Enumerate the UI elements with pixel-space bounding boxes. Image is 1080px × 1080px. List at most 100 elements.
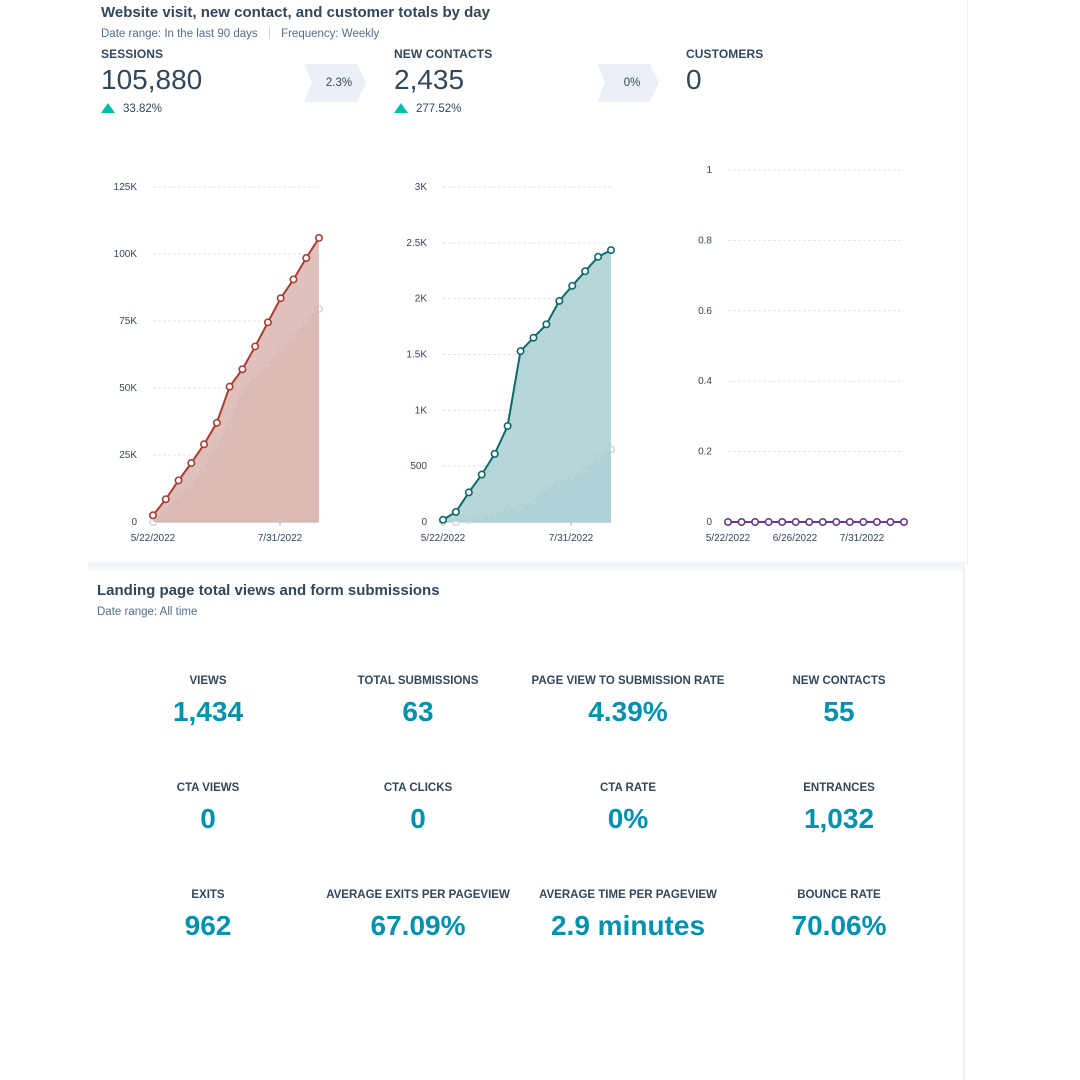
data-point[interactable] bbox=[859, 517, 868, 526]
x-tick-label: 5/22/2022 bbox=[706, 533, 751, 544]
data-point[interactable] bbox=[832, 517, 841, 526]
stat-label: PAGE VIEW TO SUBMISSION RATE bbox=[531, 675, 725, 687]
card-divider bbox=[88, 562, 965, 568]
y-tick-label: 2K bbox=[415, 294, 428, 305]
data-point[interactable] bbox=[751, 517, 760, 526]
date-range-label: Date range: bbox=[97, 606, 158, 618]
stat-total-submissions: TOTAL SUBMISSIONS 63 bbox=[313, 675, 523, 728]
data-point[interactable] bbox=[225, 382, 234, 391]
customers-chart[interactable]: 0 0.2 0.4 0.6 0.8 1 5/22/2022 6/26/2022 7/31/202… bbox=[670, 160, 930, 550]
data-point[interactable] bbox=[723, 517, 732, 526]
data-point[interactable] bbox=[174, 476, 183, 485]
stat-cta-rate: CTA RATE 0% bbox=[523, 782, 733, 835]
data-point[interactable] bbox=[594, 252, 603, 261]
data-point[interactable] bbox=[302, 254, 311, 263]
kpi-new-contacts-value: 2,435 bbox=[394, 64, 465, 95]
data-point[interactable] bbox=[818, 517, 827, 526]
data-point[interactable] bbox=[263, 318, 272, 327]
stat-average-time-per-pageview: AVERAGE TIME PER PAGEVIEW 2.9 minutes bbox=[523, 889, 733, 942]
data-point[interactable] bbox=[607, 246, 616, 255]
data-point[interactable] bbox=[886, 517, 895, 526]
stat-value: 0% bbox=[607, 803, 649, 834]
data-point[interactable] bbox=[438, 515, 447, 524]
data-point[interactable] bbox=[200, 440, 209, 449]
increase-arrow-icon bbox=[101, 103, 115, 113]
report-filters: Date range: In the last 90 days Frequenc… bbox=[101, 27, 379, 40]
data-point[interactable] bbox=[238, 365, 247, 374]
stat-label: VIEWS bbox=[189, 675, 227, 687]
stat-entrances: ENTRANCES 1,032 bbox=[734, 782, 944, 835]
stat-value: 962 bbox=[184, 910, 232, 941]
stat-value: 70.06% bbox=[791, 910, 887, 941]
data-point[interactable] bbox=[148, 511, 157, 520]
date-range-value: In the last 90 days bbox=[164, 28, 258, 40]
data-point[interactable] bbox=[289, 275, 298, 284]
data-point[interactable] bbox=[872, 517, 881, 526]
stat-value: 55 bbox=[823, 696, 855, 727]
data-point[interactable] bbox=[778, 517, 787, 526]
frequency-value: Weekly bbox=[341, 28, 380, 40]
new-contacts-chart[interactable]: 0 500 1K 1.5K 2K 2.5K 3K 5/22/2022 7/31/2022 bbox=[385, 160, 645, 550]
stat-value: 4.39% bbox=[588, 696, 668, 727]
data-point[interactable] bbox=[464, 488, 473, 497]
data-point[interactable] bbox=[503, 421, 512, 430]
data-point[interactable] bbox=[791, 517, 800, 526]
kpi-customers-label: CUSTOMERS bbox=[686, 47, 764, 61]
data-point[interactable] bbox=[477, 470, 486, 479]
data-point[interactable] bbox=[315, 233, 324, 242]
data-point[interactable] bbox=[845, 517, 854, 526]
stat-views: VIEWS 1,434 bbox=[103, 675, 313, 728]
data-point[interactable] bbox=[490, 449, 499, 458]
y-tick-label: 500 bbox=[410, 461, 427, 472]
kpi-new-contacts-change: 277.52% bbox=[394, 103, 461, 115]
stat-value: 63 bbox=[402, 696, 434, 727]
kpi-new-contacts-change-value: 277.52% bbox=[416, 103, 462, 115]
data-point[interactable] bbox=[568, 281, 577, 290]
data-point[interactable] bbox=[161, 495, 170, 504]
y-tick-label: 1.5K bbox=[406, 350, 427, 361]
landing-page-report-card bbox=[88, 566, 965, 1080]
filter-separator bbox=[268, 27, 270, 39]
x-tick-label: 6/26/2022 bbox=[773, 533, 818, 544]
stat-label: AVERAGE EXITS PER PAGEVIEW bbox=[326, 889, 510, 901]
kpi-new-contacts-label: NEW CONTACTS bbox=[394, 47, 493, 61]
report-title[interactable]: Website visit, new contact, and customer… bbox=[101, 4, 490, 21]
y-tick-label: 0.6 bbox=[698, 306, 712, 317]
increase-arrow-icon bbox=[394, 103, 408, 113]
y-tick-label: 75K bbox=[119, 316, 137, 327]
current-period-area bbox=[443, 250, 611, 522]
stat-label: CTA RATE bbox=[599, 782, 656, 794]
y-tick-label: 0 bbox=[706, 517, 712, 528]
y-tick-label: 125K bbox=[114, 182, 138, 193]
data-point[interactable] bbox=[251, 342, 260, 351]
stat-exits: EXITS 962 bbox=[103, 889, 313, 942]
data-point[interactable] bbox=[529, 333, 538, 342]
data-point[interactable] bbox=[187, 459, 196, 468]
stat-label: AVERAGE TIME PER PAGEVIEW bbox=[539, 889, 717, 901]
kpi-sessions-value: 105,880 bbox=[101, 64, 203, 95]
data-point[interactable] bbox=[805, 517, 814, 526]
data-point[interactable] bbox=[555, 296, 564, 305]
y-tick-label: 0 bbox=[421, 517, 427, 528]
data-point[interactable] bbox=[900, 517, 909, 526]
data-point[interactable] bbox=[737, 517, 746, 526]
report2-title[interactable]: Landing page total views and form submis… bbox=[97, 582, 440, 599]
sessions-to-contacts-rate: 2.3% bbox=[304, 64, 366, 102]
y-tick-label: 50K bbox=[119, 383, 137, 394]
sessions-chart[interactable]: 0 25K 50K 75K 100K 125K 5/22/2022 7/31/2022 bbox=[95, 160, 355, 550]
data-point[interactable] bbox=[764, 517, 773, 526]
kpi-sessions-change-value: 33.82% bbox=[123, 103, 163, 115]
stat-cta-clicks: CTA CLICKS 0 bbox=[313, 782, 523, 835]
data-point[interactable] bbox=[581, 267, 590, 276]
data-point[interactable] bbox=[212, 418, 221, 427]
kpi-sessions-change: 33.82% bbox=[101, 103, 162, 115]
stat-label: ENTRANCES bbox=[803, 782, 875, 794]
y-tick-label: 0.4 bbox=[698, 376, 712, 387]
data-point[interactable] bbox=[276, 294, 285, 303]
report2-filters: Date range: All time bbox=[97, 606, 197, 618]
y-tick-label: 3K bbox=[415, 182, 428, 193]
data-point[interactable] bbox=[451, 507, 460, 516]
stat-page-view-to-submission-rate: PAGE VIEW TO SUBMISSION RATE 4.39% bbox=[523, 675, 733, 728]
data-point[interactable] bbox=[516, 347, 525, 356]
data-point[interactable] bbox=[542, 320, 551, 329]
